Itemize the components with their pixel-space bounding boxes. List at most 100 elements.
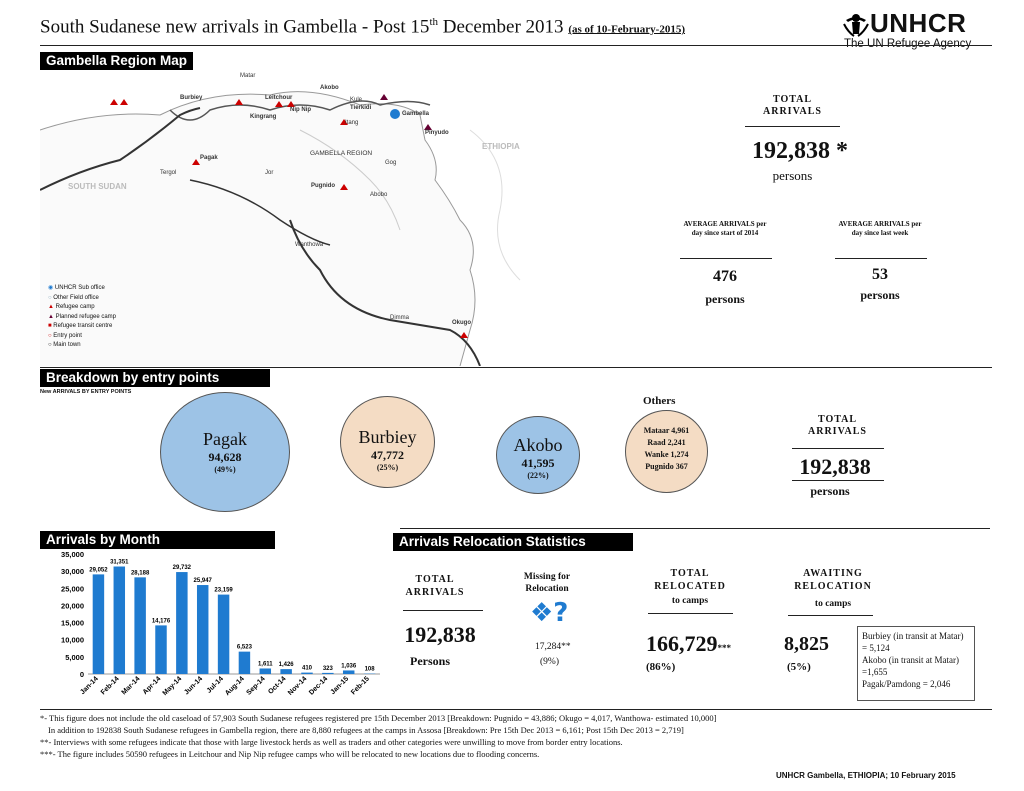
bar — [155, 625, 167, 674]
footnotes: *- This figure does not include the old … — [40, 712, 716, 760]
map-place: Itang — [345, 120, 359, 126]
bubble-burbiey: Burbiey 47,772 (25%) — [340, 396, 435, 488]
divider — [788, 615, 873, 616]
x-tick-label: Sep-14 — [246, 675, 267, 696]
awaiting-breakdown: Burbiey (in transit at Matar) = 5,124 Ak… — [857, 626, 975, 701]
others-item: Wanke 1,274 — [644, 450, 689, 459]
missing-percent: (9%) — [540, 657, 559, 667]
x-tick-label: Jun-14 — [183, 675, 204, 696]
unhcr-logo: UNHCR The UN Refugee Agency — [843, 8, 972, 50]
bar — [238, 651, 251, 674]
data-label: 108 — [365, 667, 376, 673]
relocated-label: TOTAL RELOCATED — [654, 568, 726, 592]
label-ethiopia: ETHIOPIA — [482, 142, 520, 151]
divider — [648, 613, 733, 614]
x-tick-label: Jul-14 — [206, 675, 225, 694]
map-place: Nip Nip — [290, 107, 311, 113]
arrivals-by-month-chart: 0 5,000 10,000 15,000 20,000 25,000 30,000 35,0… — [61, 550, 380, 697]
map-place: Kingrang — [250, 114, 277, 120]
map-place: Dimma — [390, 315, 409, 321]
data-label: 410 — [302, 666, 313, 672]
y-tick-label: 15,000 — [61, 619, 84, 628]
map-section-heading: Gambella Region Map — [40, 52, 194, 70]
avg-week-unit: persons — [860, 288, 900, 302]
credit-line: UNHCR Gambella, ETHIOPIA; 10 February 20… — [776, 771, 956, 780]
map-place: Pagak — [200, 155, 218, 161]
legend-item: ■ Refugee transit centre — [48, 323, 113, 329]
missing-label: Missing for Relocation — [523, 572, 571, 594]
bubble-akobo: Akobo 41,595 (22%) — [496, 416, 580, 494]
x-tick-label: Feb-14 — [100, 675, 121, 696]
others-title: Others — [643, 395, 676, 407]
bar — [342, 670, 355, 674]
bar — [217, 594, 230, 674]
divider — [745, 126, 840, 127]
x-tick-label: Feb-15 — [350, 675, 371, 696]
chart-heading: Arrivals by Month — [40, 531, 275, 549]
map-place: Gog — [385, 160, 397, 166]
y-tick-label: 0 — [80, 670, 84, 679]
x-tick-label: Jan-15 — [329, 675, 350, 696]
bubble-name: Pagak — [203, 429, 247, 449]
page-title: South Sudanese new arrivals in Gambella … — [40, 16, 686, 38]
map-place: Matar — [240, 73, 256, 79]
map-place: Kule — [350, 97, 363, 103]
map-place: Abobo — [370, 192, 388, 198]
relocation-heading: Arrivals Relocation Statistics — [393, 533, 633, 551]
label-gambella-region: GAMBELLA REGION — [310, 150, 373, 157]
others-item: Mataar 4,961 — [643, 426, 690, 435]
as-of-date: (as of 10-February-2015) — [568, 23, 686, 36]
data-label: 29,732 — [173, 565, 192, 571]
bubble-name: Akobo — [513, 435, 563, 455]
reloc-total-label: TOTAL ARRIVALS — [405, 574, 465, 598]
person-question-icon: ❖? — [530, 598, 569, 628]
avg-week-label: AVERAGE ARRIVALS per day since last week — [838, 220, 922, 237]
total-arrivals-label: TOTAL ARRIVALS — [763, 94, 822, 117]
entry-total-unit: persons — [810, 484, 850, 498]
relocated-sub: to camps — [671, 596, 709, 606]
bubble-percent: (49%) — [214, 465, 236, 474]
legend-item: ○ Main town — [48, 342, 81, 348]
bar — [280, 669, 292, 674]
map-place: Burbiey — [180, 95, 203, 101]
footnote: ***- The figure includes 50590 refugees … — [40, 749, 540, 759]
bar — [196, 585, 209, 674]
breakdown-item: Akobo (in transit at Matar) =1,655 — [862, 655, 959, 677]
awaiting-percent: (5%) — [787, 661, 811, 673]
reloc-total-unit: Persons — [410, 654, 450, 668]
bubble-value: 41,595 — [521, 456, 555, 470]
map-legend: ◉ UNHCR Sub office ○ Other Field office … — [48, 284, 116, 351]
others-item: Raad 2,241 — [647, 438, 686, 447]
data-label: 23,159 — [214, 588, 233, 594]
legend-item: ○ Other Field office — [48, 294, 99, 301]
bar — [134, 577, 146, 674]
x-tick-label: May-14 — [162, 675, 184, 697]
unhcr-emblem-icon — [843, 14, 869, 37]
x-tick-label: Mar-14 — [121, 675, 142, 696]
entry-points-subheading: New ARRIVALS BY ENTRY POINTS — [40, 389, 132, 395]
map-place: Jor — [265, 170, 274, 176]
bubble-percent: (22%) — [527, 471, 549, 480]
total-arrivals-unit: persons — [772, 168, 813, 183]
map-place: Pinyudo — [425, 130, 449, 136]
others-item: Pugnido 367 — [645, 462, 688, 471]
x-tick-label: Apr-14 — [142, 675, 163, 696]
x-tick-label: Dec-14 — [308, 675, 329, 696]
map-place: Leitchour — [265, 95, 293, 101]
title-rule — [40, 45, 992, 46]
data-label: 29,052 — [89, 567, 108, 573]
y-tick-label: 10,000 — [61, 636, 84, 645]
total-arrivals-value: 192,838 * — [752, 138, 848, 164]
divider — [792, 480, 884, 481]
x-tick-label: Nov-14 — [287, 675, 309, 697]
legend-item: ▲ Planned refugee camp — [48, 313, 116, 320]
breakdown-item: Pagak/Pamdong = 2,046 — [862, 679, 951, 689]
map-place: Pugnido — [311, 183, 335, 189]
map-place: Okugo — [452, 320, 471, 326]
legend-item: ◉ UNHCR Sub office — [48, 285, 105, 291]
bar — [301, 672, 313, 674]
bar — [322, 672, 334, 674]
data-label: 1,036 — [341, 663, 357, 669]
entry-points-heading: Breakdown by entry points — [40, 369, 270, 387]
bar — [113, 566, 126, 674]
